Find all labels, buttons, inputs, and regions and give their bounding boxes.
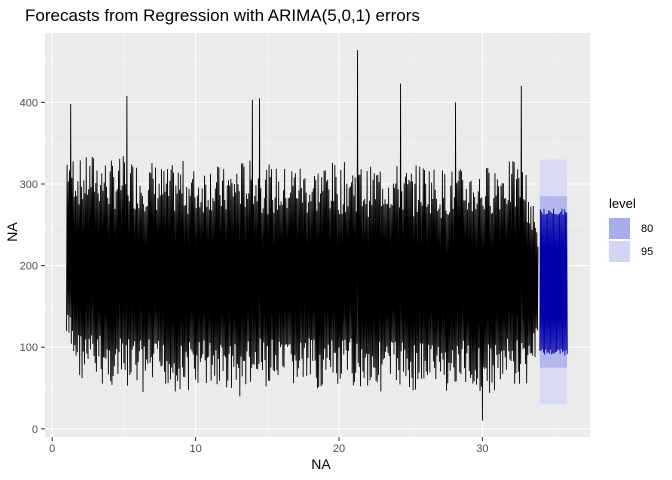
x-axis: 0 10 20 30 [49,437,489,455]
series-layer [66,50,539,421]
legend-swatch-95 [609,241,630,262]
y-axis: 0 100 200 300 400 [20,97,45,436]
x-tick-label: 20 [333,443,345,455]
x-axis-label: NA [311,456,331,472]
legend-label-95: 95 [641,245,654,258]
forecast-layer [539,159,568,405]
series-line [66,50,539,421]
forecast-line [539,208,568,356]
y-tick-label: 0 [32,424,38,436]
x-tick-label: 0 [49,443,55,455]
legend: level 80 95 [609,196,653,263]
legend-entry-80: 80 [609,217,653,240]
legend-title: level [609,196,636,211]
x-tick-label: 10 [189,443,201,455]
legend-entry-95: 95 [609,240,653,263]
chart-title: Forecasts from Regression with ARIMA(5,0… [25,6,420,25]
legend-swatch-80 [609,218,630,239]
legend-label-80: 80 [641,222,654,235]
y-tick-label: 200 [20,261,38,273]
y-tick-label: 300 [20,179,38,191]
x-tick-label: 30 [476,443,488,455]
y-axis-label: NA [4,222,20,242]
y-tick-label: 400 [20,97,38,109]
y-tick-label: 100 [20,342,38,354]
